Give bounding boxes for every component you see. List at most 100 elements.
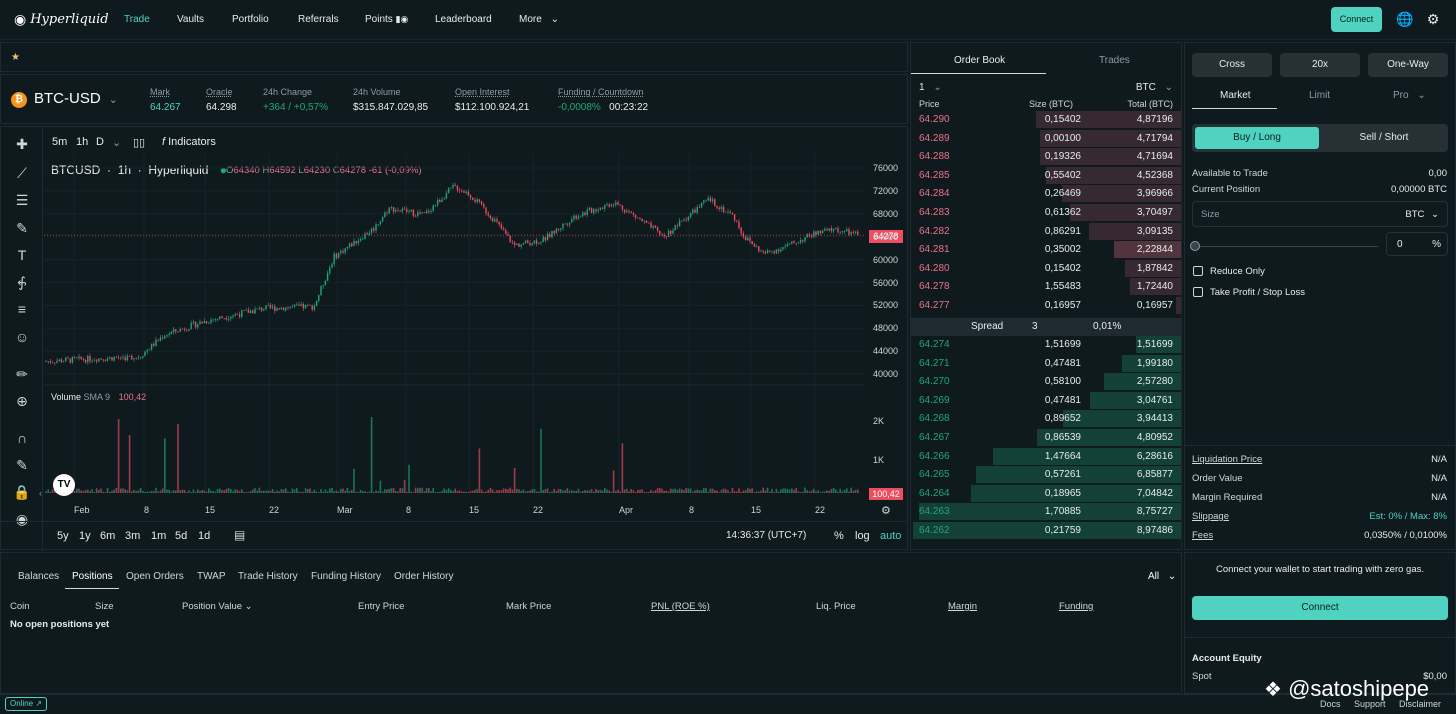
slider-handle[interactable]	[1190, 241, 1200, 251]
measure-lines-icon[interactable]: ≡	[17, 301, 27, 317]
ask-row[interactable]: 64.285 0,55402 4,52368	[911, 166, 1181, 185]
candle-type-icon[interactable]: ▯▯	[133, 137, 146, 149]
ask-row[interactable]: 64.283 0,61362 3,70497	[911, 204, 1181, 222]
margin-mode-button[interactable]: Cross	[1192, 53, 1272, 77]
size-unit-select[interactable]: BTC ⌄	[1405, 209, 1439, 220]
tab-open-orders[interactable]: Open Orders	[126, 571, 184, 582]
tab-pro[interactable]: Pro ⌄	[1393, 90, 1426, 101]
size-slider[interactable]	[1195, 246, 1378, 247]
col-pnl[interactable]: PNL (ROE %)	[651, 601, 710, 612]
ask-row[interactable]: 64.280 0,15402 1,87842	[911, 259, 1181, 278]
tab-balances[interactable]: Balances	[18, 571, 60, 582]
footer-support[interactable]: Support	[1354, 699, 1386, 709]
ask-row[interactable]: 64.288 0,19326 4,71694	[911, 148, 1181, 166]
ruler-icon[interactable]: ✏	[16, 366, 28, 382]
tab-market[interactable]: Market	[1220, 90, 1251, 101]
bid-row[interactable]: 64.263 1,70885 8,75727	[911, 503, 1181, 521]
date-range-icon[interactable]: ▤	[234, 528, 246, 542]
tab-positions[interactable]: Positions	[72, 571, 113, 582]
nav-more[interactable]: More ⌄	[519, 14, 559, 25]
lock-icon[interactable]: 🔒	[13, 484, 31, 500]
col-position-value[interactable]: Position Value ⌄	[182, 601, 253, 612]
tp-sl-checkbox[interactable]	[1193, 287, 1203, 297]
reduce-only-checkbox[interactable]	[1193, 266, 1203, 276]
timeframe-5m[interactable]: 5m	[52, 136, 68, 148]
range-3m[interactable]: 3m	[125, 530, 141, 542]
chevron-down-icon[interactable]: ⌄	[112, 137, 122, 149]
percent-input[interactable]: 0 %	[1386, 232, 1448, 256]
tab-limit[interactable]: Limit	[1309, 90, 1331, 101]
col-margin[interactable]: Margin	[948, 601, 978, 612]
wallet-connect-button[interactable]: Connect	[1192, 596, 1448, 620]
buy-long-button[interactable]: Buy / Long	[1195, 127, 1319, 149]
leverage-button[interactable]: 20x	[1280, 53, 1360, 77]
lock-drawing-icon[interactable]: ✎	[16, 457, 28, 473]
bid-row[interactable]: 64.267 0,86539 4,80952	[911, 429, 1181, 447]
range-5d[interactable]: 5d	[175, 530, 188, 542]
text-icon[interactable]: T	[17, 247, 27, 263]
emoji-icon[interactable]: ☺	[14, 329, 30, 345]
range-6m[interactable]: 6m	[100, 530, 116, 542]
ask-row[interactable]: 64.289 0,00100 4,71794	[911, 129, 1181, 148]
tab-funding-history[interactable]: Funding History	[311, 571, 382, 582]
brand-logo[interactable]: ◉ Hyperliquid	[14, 11, 124, 28]
filter-select[interactable]: All ⌄	[1148, 571, 1176, 582]
chevron-left-icon[interactable]: ‹	[39, 488, 42, 498]
connect-button[interactable]: Connect	[1331, 7, 1382, 32]
nav-points[interactable]: Points ▮◉	[365, 14, 408, 25]
eye-icon[interactable]: ◉	[15, 511, 29, 527]
col-funding[interactable]: Funding	[1059, 601, 1094, 612]
slippage-label[interactable]: Slippage	[1192, 511, 1229, 522]
bid-row[interactable]: 64.274 1,51699 1,51699	[911, 336, 1181, 354]
scale-auto[interactable]: auto	[880, 530, 902, 542]
bid-row[interactable]: 64.268 0,89652 3,94413	[911, 410, 1181, 428]
gear-icon[interactable]: ⚙	[1426, 11, 1440, 27]
tradingview-logo-icon[interactable]: TV	[53, 474, 75, 496]
range-1y[interactable]: 1y	[79, 530, 91, 542]
indicators-button[interactable]: f Indicators	[162, 136, 216, 148]
crosshair-icon[interactable]: ✚	[16, 136, 28, 152]
pattern-icon[interactable]: ⨗	[18, 274, 26, 290]
ask-row[interactable]: 64.282 0,86291 3,09135	[911, 222, 1181, 241]
brush-icon[interactable]: ✎	[16, 220, 28, 236]
horizontal-lines-icon[interactable]: ☰	[15, 192, 29, 208]
time-readout[interactable]: 14:36:37 (UTC+7)	[726, 530, 807, 541]
fees-label[interactable]: Fees	[1192, 530, 1214, 541]
footer-disclaimer[interactable]: Disclaimer	[1399, 699, 1442, 709]
zoom-in-icon[interactable]: ⊕	[16, 393, 28, 409]
trend-line-icon[interactable]: ⟋	[17, 165, 27, 181]
bid-row[interactable]: 64.269 0,47481 3,04761	[911, 391, 1181, 410]
tab-twap[interactable]: TWAP	[197, 571, 226, 582]
ask-row[interactable]: 64.284 0,26469 3,96966	[911, 185, 1181, 203]
nav-trade[interactable]: Trade	[124, 14, 150, 25]
tab-order-history[interactable]: Order History	[394, 571, 454, 582]
range-5y[interactable]: 5y	[57, 530, 69, 542]
timeframe-d[interactable]: D	[96, 136, 104, 148]
unit-select[interactable]: BTC ⌄	[1136, 82, 1173, 93]
tab-trades[interactable]: Trades	[1099, 55, 1130, 66]
globe-icon[interactable]: 🌐	[1396, 11, 1414, 27]
coin-selector[interactable]: BTC-USD ⌄	[34, 90, 118, 107]
range-1m[interactable]: 1m	[151, 530, 167, 542]
ask-row[interactable]: 64.290 0,15402 4,87196	[911, 111, 1181, 129]
position-mode-button[interactable]: One-Way	[1368, 53, 1448, 77]
range-1d[interactable]: 1d	[198, 530, 211, 542]
magnet-icon[interactable]: ∩	[16, 430, 28, 446]
gear-icon[interactable]: ⚙	[881, 505, 891, 517]
sell-short-button[interactable]: Sell / Short	[1359, 132, 1409, 143]
nav-referrals[interactable]: Referrals	[298, 14, 339, 25]
bid-row[interactable]: 64.270 0,58100 2,57280	[911, 373, 1181, 391]
size-input[interactable]: Size BTC ⌄	[1192, 201, 1448, 227]
star-icon[interactable]: ★	[11, 52, 20, 63]
price-chart[interactable]	[44, 153, 864, 519]
grouping-select[interactable]: 1 ⌄	[919, 82, 942, 93]
slippage-value[interactable]: Est: 0% / Max: 8%	[1369, 511, 1447, 522]
tab-trade-history[interactable]: Trade History	[238, 571, 298, 582]
nav-portfolio[interactable]: Portfolio	[232, 14, 269, 25]
scale-percent[interactable]: %	[834, 530, 844, 542]
bid-row[interactable]: 64.265 0,57261 6,85877	[911, 466, 1181, 484]
bid-row[interactable]: 64.271 0,47481 1,99180	[911, 354, 1181, 373]
nav-vaults[interactable]: Vaults	[177, 14, 205, 25]
nav-leaderboard[interactable]: Leaderboard	[435, 14, 492, 25]
ask-row[interactable]: 64.278 1,55483 1,72440	[911, 278, 1181, 296]
